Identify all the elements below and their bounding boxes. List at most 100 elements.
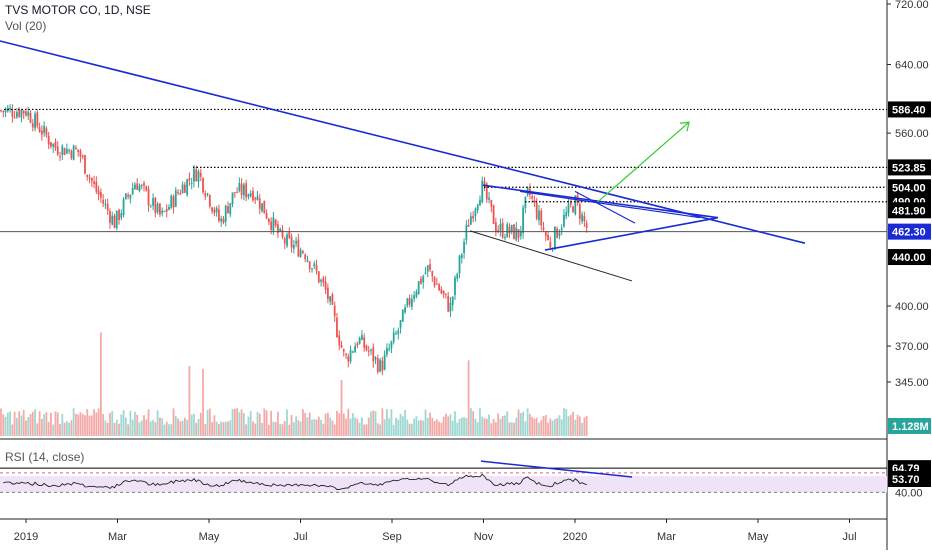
candle-body: [215, 208, 218, 213]
volume-bar: [202, 368, 204, 436]
volume-bar: [127, 424, 130, 436]
candle-body: [240, 183, 243, 195]
candle-body: [415, 291, 418, 297]
candle-body: [220, 218, 223, 222]
rsi-legend: RSI (14, close): [5, 450, 84, 464]
candle-body: [68, 150, 70, 152]
candle-body: [227, 206, 229, 214]
candle-body: [488, 197, 490, 200]
volume-legend: Vol (20): [5, 19, 46, 33]
triangle-upper-line-2[interactable]: [519, 190, 701, 219]
volume-bar: [547, 422, 549, 436]
main-pane[interactable]: [0, 0, 887, 437]
volume-bar: [72, 408, 75, 436]
candle-body: [583, 216, 586, 222]
volume-bar: [506, 411, 509, 436]
time-axis: 2019 Mar May Jul Sep Nov 2020 Mar May Jul: [14, 519, 857, 543]
volume-bar: [134, 411, 136, 436]
long-term-downtrend-line[interactable]: [0, 40, 806, 244]
volume-bar: [363, 424, 366, 436]
volume-bar: [583, 417, 586, 436]
candle-body: [479, 199, 481, 206]
volume-bar: [193, 413, 195, 436]
volume-bar: [279, 423, 282, 436]
candle-body: [90, 177, 93, 182]
volume-group: [0, 332, 588, 436]
volume-bar: [445, 413, 447, 436]
price-tag-bg: [888, 179, 931, 196]
candle-body: [31, 123, 34, 128]
volume-bar: [277, 411, 279, 436]
breakout-projection-line[interactable]: [597, 121, 690, 203]
candle-body: [9, 107, 11, 110]
volume-bar: [177, 418, 179, 436]
candle-body: [578, 204, 581, 220]
candle-body: [70, 150, 73, 159]
volume-bar: [0, 408, 2, 436]
candle-body: [99, 192, 102, 198]
channel-lower-line[interactable]: [469, 230, 633, 282]
time-tick-label: May: [199, 531, 220, 543]
volume-bar: [574, 419, 577, 436]
volume-bar: [340, 380, 343, 436]
volume-bar: [261, 422, 263, 436]
candle-body: [376, 358, 379, 372]
candle-body: [218, 209, 220, 222]
price-tag-bg: [888, 101, 931, 118]
candle-body: [277, 224, 279, 234]
candle-body: [451, 296, 454, 306]
volume-bar: [485, 418, 488, 436]
volume-bar: [38, 411, 41, 436]
candle-body: [120, 213, 123, 218]
volume-bar: [199, 412, 202, 436]
volume-bar: [81, 413, 84, 436]
candle-body: [179, 193, 182, 195]
candle-body: [272, 217, 275, 231]
candle-body: [245, 183, 248, 198]
volume-bar: [68, 422, 70, 436]
candle-body: [233, 192, 236, 194]
candle-body: [81, 155, 84, 158]
candle-body: [472, 215, 475, 219]
candle-body: [195, 169, 198, 182]
candle-body: [154, 197, 157, 213]
candle-body: [242, 184, 245, 196]
volume-bar: [272, 421, 275, 436]
volume-bar: [474, 418, 477, 436]
candle-body: [383, 354, 386, 370]
volume-bar: [4, 416, 7, 436]
volume-bar: [361, 417, 363, 436]
candle-body: [476, 204, 479, 211]
volume-bar: [183, 417, 186, 436]
candle-body: [161, 210, 164, 214]
candle-body: [138, 185, 141, 192]
candle-body: [304, 254, 307, 260]
candle-body: [535, 202, 538, 219]
volume-bar: [551, 420, 554, 436]
volume-bar: [6, 412, 9, 436]
candle-body: [111, 215, 114, 225]
volume-bar: [29, 414, 32, 436]
candle-body: [59, 156, 61, 158]
volume-bar: [542, 416, 545, 436]
price-axis: 720.00 640.00 560.00 400.00 370.00 345.00 586.…: [887, 0, 931, 499]
candle-body: [224, 205, 227, 222]
volume-bar: [36, 423, 39, 436]
candle-body: [311, 268, 313, 270]
volume-bar: [460, 417, 463, 436]
candle-body: [292, 244, 295, 249]
volume-bar: [374, 411, 377, 436]
triangle-upper-line[interactable]: [482, 184, 719, 219]
volume-bar: [510, 422, 513, 436]
volume-bar: [372, 410, 375, 436]
volume-bar: [286, 409, 288, 436]
volume-bar: [165, 421, 168, 436]
triangle-lower-line[interactable]: [544, 216, 719, 251]
candle-body: [392, 332, 395, 342]
recent-swing-line[interactable]: [574, 190, 636, 224]
volume-bar: [433, 421, 436, 436]
candle-body: [326, 287, 329, 299]
rsi-divergence-line[interactable]: [480, 460, 633, 478]
